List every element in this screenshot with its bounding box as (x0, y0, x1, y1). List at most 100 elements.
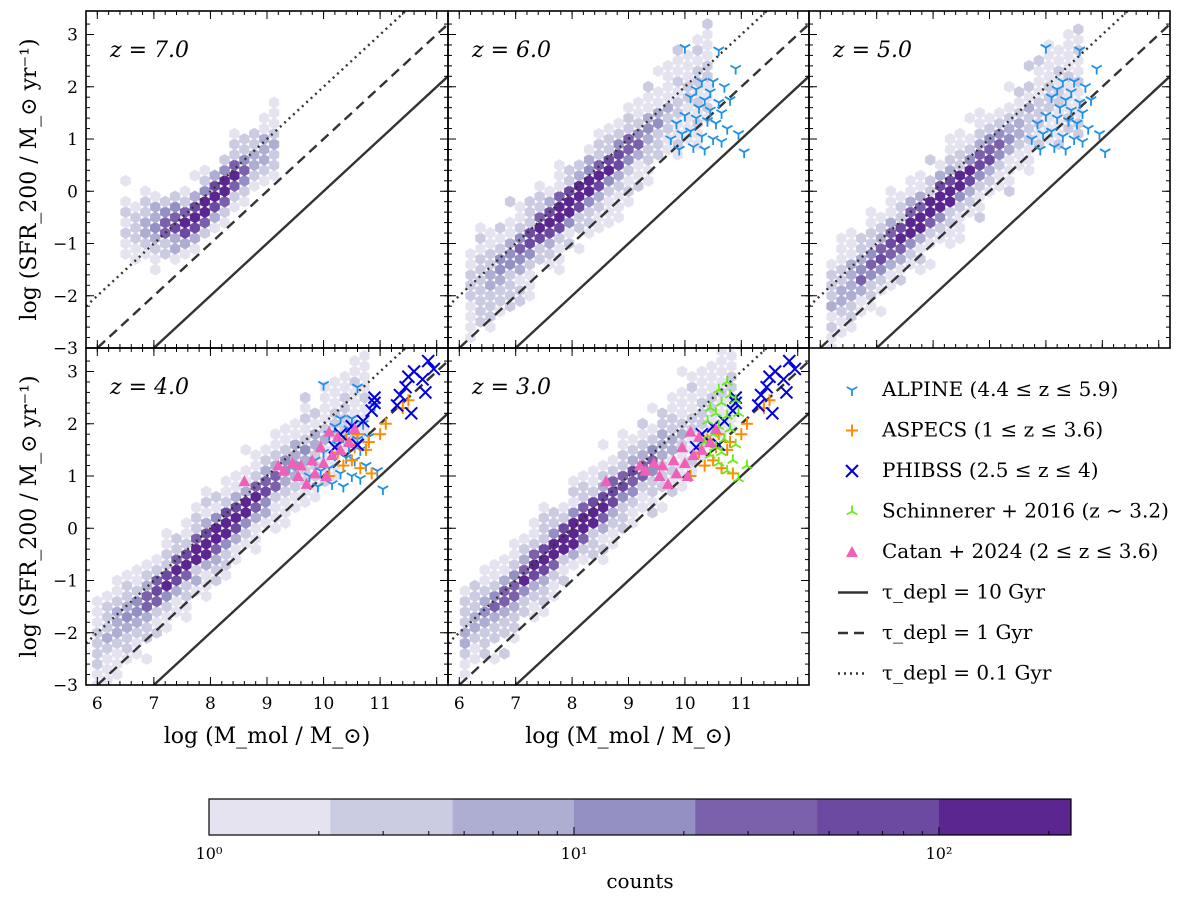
hexbin-cell (578, 470, 589, 482)
hexbin-cell (280, 422, 291, 435)
data-point (1034, 145, 1046, 156)
data-point (693, 430, 706, 442)
hexbin-cell (200, 569, 212, 582)
hexbin-cell (627, 506, 638, 519)
hexbin-cell (495, 274, 506, 287)
data-point (718, 433, 731, 444)
hexbin-cell (140, 206, 151, 219)
hexbin-cell (593, 138, 604, 151)
hexbin-cell (181, 569, 192, 582)
hexbin-cell (120, 227, 131, 240)
hexbin-cell (309, 407, 321, 420)
hexbin-cell (925, 258, 936, 271)
hexbin-cell (479, 637, 490, 650)
data-point (732, 407, 745, 418)
data-point (676, 130, 688, 140)
data-point (334, 469, 347, 480)
hexbin-cell (613, 138, 624, 151)
hexbin-cell (319, 402, 331, 415)
hexbin-cell (479, 626, 490, 639)
data-point (418, 385, 433, 400)
hexbin-cell (528, 548, 540, 561)
hexbin-cell (189, 242, 201, 255)
hexbin-cell (161, 537, 172, 550)
colorbar-tick-label: 10² (926, 844, 953, 863)
data-point (346, 414, 358, 425)
hexbin-cell (181, 579, 192, 592)
hexbin-cell (209, 190, 220, 203)
hexbin-cell (994, 138, 1005, 151)
hexbin-cell (459, 605, 471, 618)
hexbin-cell (229, 190, 240, 203)
series-alpine (665, 43, 750, 159)
hexbin-cell (250, 470, 261, 482)
hexbin-cell (1073, 65, 1084, 78)
hexbin-cell (613, 127, 624, 140)
hexbin-cell (210, 490, 222, 503)
hexbin-cell (509, 590, 520, 603)
hexbin-cell (339, 391, 350, 404)
hexbin-cell (489, 569, 500, 582)
hexbin-cell (121, 642, 133, 655)
data-point (710, 407, 722, 418)
hexbin-cell (935, 211, 946, 224)
data-point (656, 459, 669, 471)
hexbin-cell (726, 370, 737, 383)
hexbin-cell (479, 574, 490, 587)
hexbin-cell (826, 268, 837, 281)
hexbin-cell (309, 417, 321, 430)
panel-redshift-label: z = 3.0 (471, 375, 551, 400)
hexbin-cell (935, 169, 946, 182)
hexbin-cell (140, 185, 151, 198)
hexbin-cell (554, 180, 565, 193)
hexbin-cell (925, 206, 936, 219)
data-point (667, 454, 680, 466)
hexbin-cell (514, 242, 526, 255)
hexbin-cell (181, 548, 192, 561)
hexbin-cell (895, 190, 906, 203)
hexbin-cell (159, 195, 171, 208)
hexbin-cell (662, 143, 674, 156)
hexbin-cell (161, 579, 172, 592)
hexbin-cell (548, 527, 559, 540)
hexbin-cell (538, 543, 549, 556)
hexbin-cell (836, 242, 847, 255)
data-point (633, 459, 646, 471)
hexbin-cell (210, 543, 222, 556)
data-point (707, 135, 719, 146)
hexbin-cell (676, 386, 688, 399)
hexbin-cell (1004, 101, 1015, 114)
hexbin-cell (623, 195, 634, 208)
data-point (337, 459, 350, 472)
hexbin-cell (574, 221, 585, 234)
y-tick-label: −1 (53, 572, 78, 592)
data-point (404, 406, 418, 421)
hexbin-cell (554, 242, 565, 255)
x-tick-label: 6 (92, 694, 103, 714)
y-tick-label: 1 (67, 130, 78, 150)
hexbin-cell (250, 449, 261, 462)
hexbin-cell (623, 101, 634, 114)
data-point (724, 436, 737, 449)
hexbin-cell (915, 180, 926, 193)
hexbin-cell (489, 632, 500, 644)
hexbin-cell (479, 616, 490, 629)
hexbin-cell (653, 148, 664, 161)
data-point (1082, 124, 1094, 135)
legend-marker (846, 505, 858, 516)
hexbin-cell (578, 522, 589, 535)
hexbin-cell (270, 501, 281, 514)
hexbin-cell (915, 169, 926, 182)
hexbin-cell (489, 652, 500, 665)
hexbin-cell (121, 569, 133, 582)
hexbin-cell (593, 180, 604, 193)
hexbin-cell (140, 247, 151, 260)
hexbin-cell (875, 305, 887, 318)
hexbin-cell (131, 595, 143, 608)
data-point (277, 464, 290, 476)
hexbin-cell (534, 211, 545, 224)
hexbin-cell (598, 532, 609, 545)
hexbin-cell (657, 438, 668, 451)
hexbin-cell (643, 80, 654, 93)
hexbin-cell (588, 517, 599, 530)
